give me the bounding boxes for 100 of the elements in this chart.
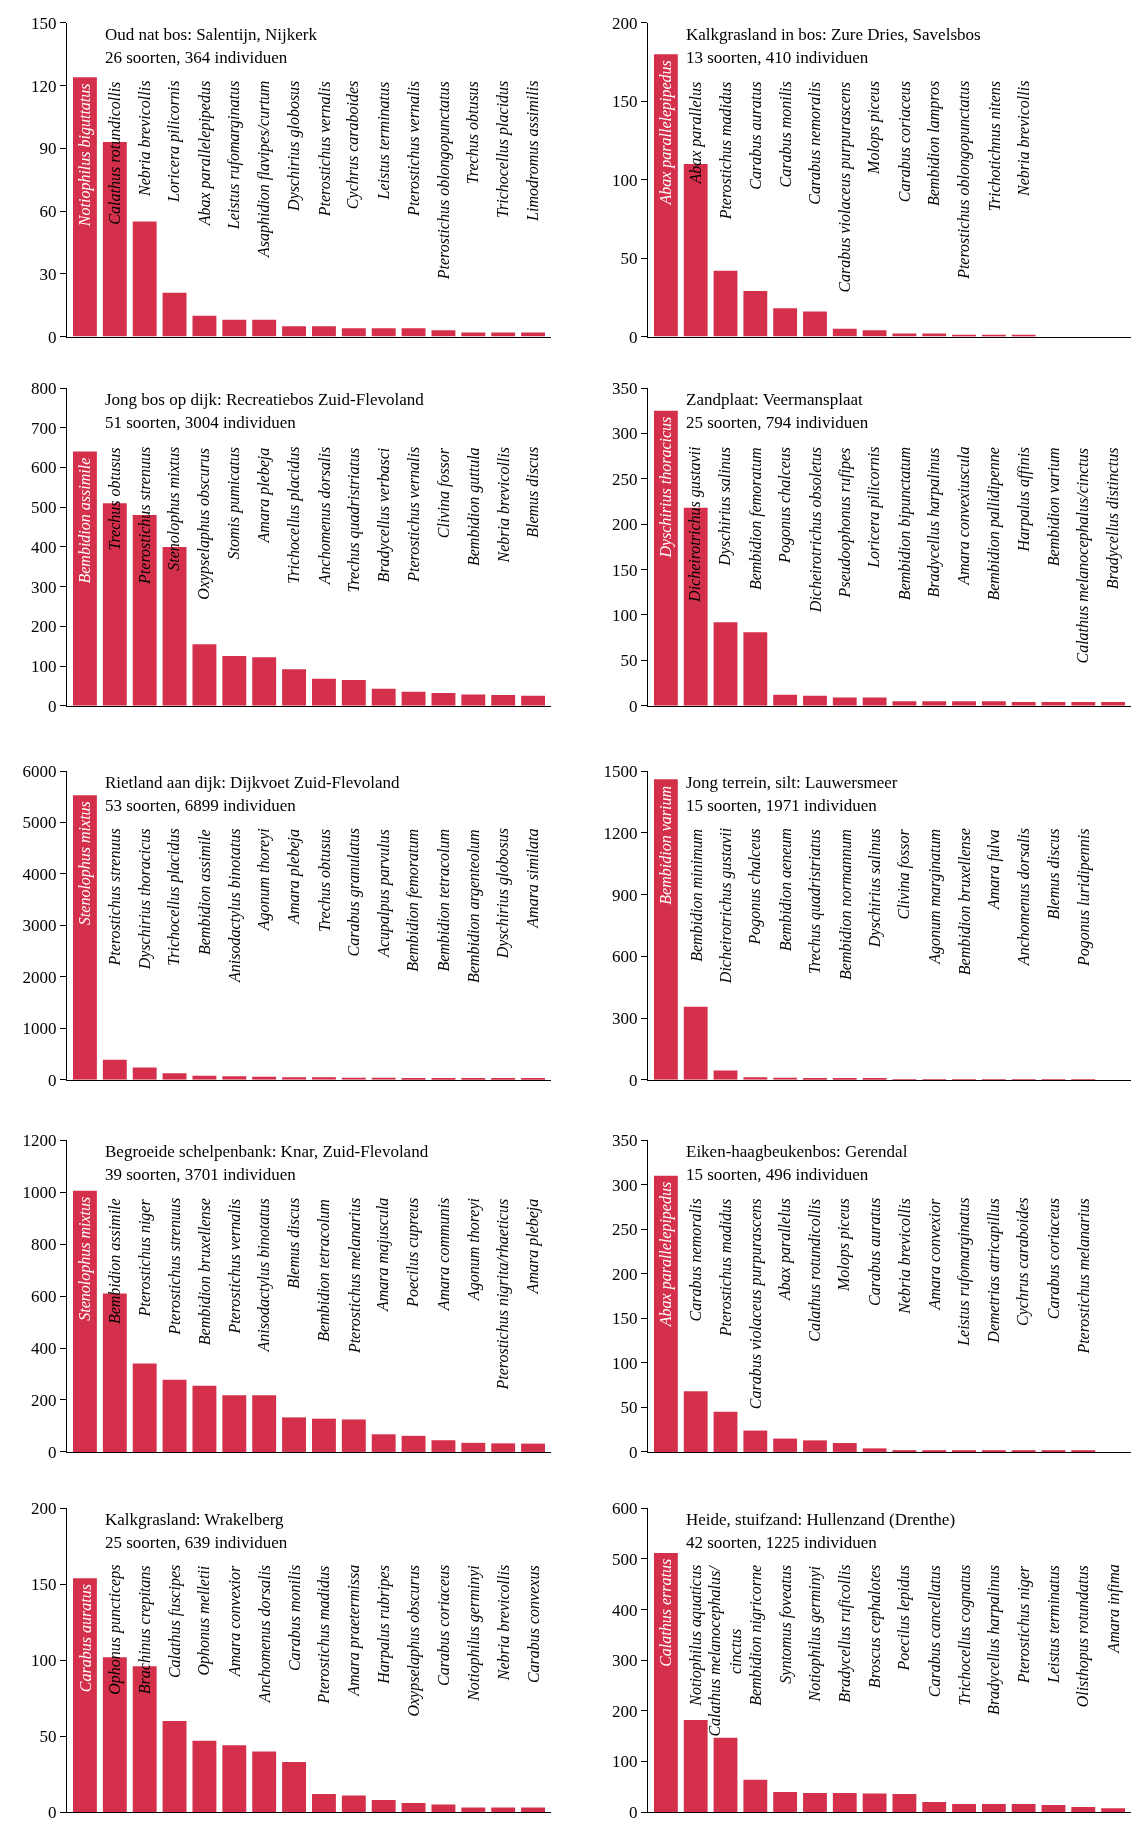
category-label: Dyschirius globosus <box>494 828 512 959</box>
category-label: Blemus discus <box>285 1197 303 1289</box>
y-tick-label: 200 <box>31 1499 57 1519</box>
category-label: Harpalus rubripes <box>374 1565 392 1684</box>
y-tick-label: 120 <box>31 76 57 96</box>
chart-title: Kalkgrasland: Wrakelberg <box>105 1510 285 1529</box>
category-label: Pterostichus vernalis <box>405 80 423 216</box>
category-label: Anisodactylus binotatus <box>254 1198 272 1352</box>
y-tick-label: 300 <box>612 424 638 444</box>
y-tick-label: 200 <box>612 1701 638 1721</box>
category-label: Oxypselaphus obscurus <box>195 448 213 600</box>
category-label: Dyschirius thoracicus <box>657 416 675 558</box>
category-label: Notiophilus germinyi <box>806 1565 824 1702</box>
y-tick-label: 50 <box>39 1727 57 1747</box>
y-tick-label: 50 <box>620 1398 638 1418</box>
text: 53 soorten, 6899 individuen <box>105 796 297 815</box>
category-label: Brachinus crepitans <box>136 1565 154 1695</box>
category-label: Trechus quadristriatus <box>345 447 363 593</box>
category-label: Bembidion femoratum <box>746 447 764 591</box>
y-tick-label: 300 <box>612 1009 638 1029</box>
category-label: Amara convexiuscula <box>955 446 973 585</box>
category-label: Carabus granulatus <box>345 827 363 957</box>
category-label: Bradycellus verbasci <box>374 447 392 583</box>
category-label: Bembidion bipunctatum <box>895 446 913 601</box>
y-tick-label: 200 <box>612 1264 638 1284</box>
category-label: Calathus erratus <box>656 1558 674 1667</box>
category-label: Pterostichus niger <box>1015 1566 1033 1684</box>
y-tick-label: 1200 <box>603 823 638 843</box>
category-label: Calathus rotundicollis <box>806 1198 824 1342</box>
category-label: Bembidion bruxellense <box>955 828 973 976</box>
chart-title: Kalkgrasland in bos: Zure Dries, Savelsbos <box>686 25 981 44</box>
category-label: Clivina fossor <box>895 829 913 920</box>
category-label: Bembidion pallidipenne <box>985 447 1003 601</box>
category-label: Demetrias atricapillus <box>985 1198 1003 1343</box>
chart-title: Jong terrein, silt: Lauwersmeer <box>686 773 898 792</box>
y-tick-label: 0 <box>629 696 638 716</box>
category-label: Oxypselaphus obscurus <box>404 1565 422 1717</box>
y-tick-label: 50 <box>620 651 638 671</box>
y-tick-label: 200 <box>612 515 638 535</box>
category-label: Pterostichus strenuus <box>166 1197 184 1335</box>
category-label: Acupalpus parvulus <box>374 829 392 957</box>
category-label: Bembidion tetracolum <box>315 1199 333 1342</box>
y-tick-label: 150 <box>612 560 638 580</box>
category-label: Abax parallelepipedus <box>656 1181 674 1327</box>
category-label: Pterostichus nigrita/rhaeticus <box>493 1198 511 1390</box>
category-label: Anchomenus dorsalis <box>315 446 333 585</box>
category-label: Amara convexior <box>226 1565 244 1677</box>
category-label: Dyschirius salinus <box>865 828 883 948</box>
y-tick-label: 300 <box>612 1651 638 1671</box>
category-label: Loricera pilicornis <box>165 80 183 202</box>
y-tick-label: 250 <box>612 469 638 489</box>
category-label: Pterostichus madidus <box>716 1198 734 1337</box>
category-label: Stenolophus mixtus <box>165 446 183 571</box>
category-label: Pterostichus niger <box>135 1199 153 1317</box>
category-label: Calathus rotundicollis <box>105 81 123 225</box>
category-label: Nebria brevicollis <box>896 1198 914 1314</box>
category-label: Dyschirius thoracicus <box>136 828 154 970</box>
category-label: Bembidion femoratum <box>404 829 422 972</box>
category-label: Dicheirotrichus obsoletus <box>806 447 824 613</box>
category-label: Agonum thoreyi <box>464 1198 482 1301</box>
category-label: Ophonus puncticeps <box>105 1564 123 1695</box>
category-label: Loricera pilicornis <box>865 446 883 568</box>
text: 39 soorten, 3701 individuen <box>105 1165 297 1184</box>
y-tick-label: 100 <box>612 605 638 625</box>
category-label: Nebria brevicollis <box>1015 80 1033 196</box>
category-label: Notiophilus germinyi <box>464 1565 482 1701</box>
category-label: Trechus quadristriatus <box>805 829 823 975</box>
y-tick-label: 0 <box>629 1803 638 1823</box>
category-label: Syntomus foveatus <box>776 1565 794 1684</box>
y-tick-label: 90 <box>39 139 57 159</box>
category-label: Carabus violaceus purpurascens <box>746 1198 764 1410</box>
y-tick-label: 700 <box>31 418 57 438</box>
category-label: Clivina fossor <box>434 447 452 539</box>
chart-title: Rietland aan dijk: Dijkvoet Zuid-Flevoland <box>105 773 401 792</box>
y-tick-label: 5000 <box>22 813 57 833</box>
category-label: Cychrus caraboides <box>344 80 362 210</box>
category-label: Amara praetermissa <box>344 1564 362 1696</box>
category-label: Dicheirotrichus gustavii <box>716 827 734 984</box>
category-label: Stenolophus mixtus <box>76 1196 94 1321</box>
category-label: Bembidion assimile <box>195 829 213 956</box>
category-label: Pogonus luridipennis <box>1074 828 1092 966</box>
category-label: Bembidion nigricorne <box>746 1564 764 1706</box>
category-label: Leistus rufomarginatus <box>955 1197 973 1346</box>
y-tick-label: 900 <box>612 885 638 905</box>
category-label: Dyschirius salinus <box>716 447 734 566</box>
y-tick-label: 400 <box>612 1600 638 1620</box>
category-label: Carabus monilis <box>286 1564 304 1672</box>
category-label: Amara convexior <box>925 1198 943 1310</box>
y-tick-label: 6000 <box>22 761 57 781</box>
category-label: Trechus obtusus <box>106 447 124 551</box>
y-tick-label: 100 <box>612 170 638 190</box>
y-tick-label: 150 <box>612 1309 638 1329</box>
chart-title: Eiken-haagbeukenbos: Gerendal <box>686 1142 908 1161</box>
category-label: Limodromus assimilis <box>524 80 542 221</box>
chart-title: Zandplaat: Veermansplaat <box>686 390 863 409</box>
y-tick-label: 0 <box>48 327 57 347</box>
y-tick-label: 100 <box>31 1651 57 1671</box>
y-tick-label: 150 <box>31 13 57 33</box>
y-tick-label: 350 <box>612 378 638 398</box>
y-tick-label: 500 <box>612 1549 638 1569</box>
